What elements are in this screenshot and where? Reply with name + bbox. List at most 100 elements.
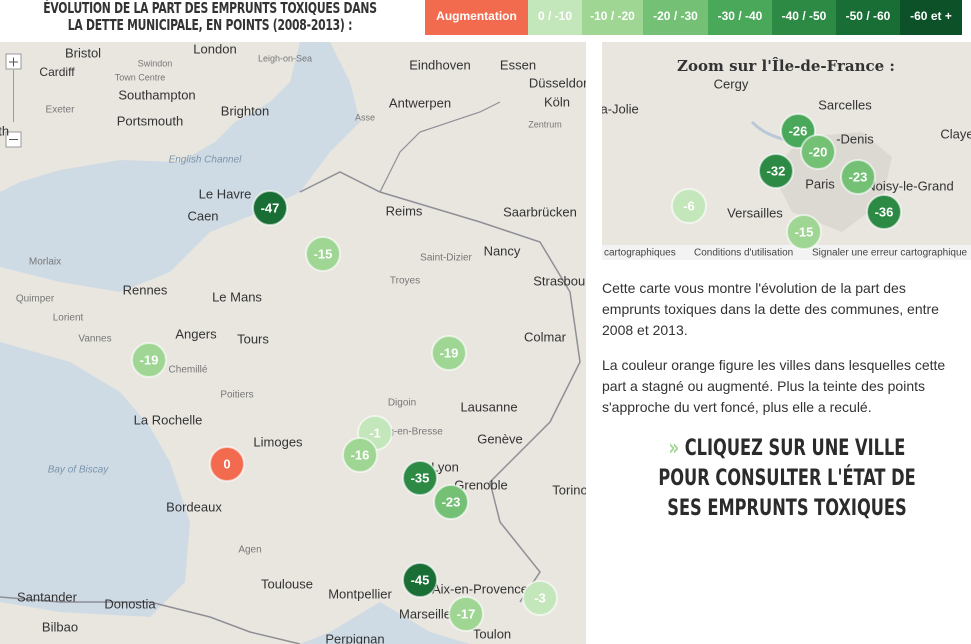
marker-circle[interactable] (305, 236, 341, 272)
city-label: Cardiff (39, 65, 75, 79)
legend-item[interactable]: -30 / -40 (708, 0, 772, 35)
city-marker[interactable]: -19 (431, 335, 467, 371)
city-label: Bilbao (42, 619, 78, 634)
attribution[interactable]: Signaler une erreur cartographique (812, 248, 968, 259)
city-label: Genève (477, 431, 523, 446)
city-label: Perpignan (325, 631, 384, 644)
city-label: Santander (17, 589, 78, 604)
city-label: Sarcelles (818, 97, 872, 112)
city-marker[interactable]: -23 (840, 159, 876, 195)
city-marker[interactable]: -45 (402, 562, 438, 598)
marker-circle[interactable] (866, 194, 902, 230)
city-label: English Channel (169, 155, 243, 166)
inset-map[interactable]: Zoom sur l'Île-de-France : Cergy Sarcelle… (602, 42, 971, 260)
city-label: Angers (175, 326, 217, 341)
city-label: Vannes (78, 334, 111, 345)
legend-item[interactable]: -40 / -50 (772, 0, 836, 35)
legend-item[interactable]: -10 / -20 (582, 0, 643, 35)
attribution-bar (602, 245, 971, 260)
inset-title: Zoom sur l'Île-de-France : (677, 57, 895, 75)
city-label: Bay of Biscay (48, 465, 110, 476)
city-marker[interactable]: -47 (252, 190, 288, 226)
cta-text: CLIQUEZ SUR UNE VILLE POUR CONSULTER L'É… (658, 436, 916, 521)
city-marker[interactable]: -19 (131, 342, 167, 378)
city-label: Brighton (221, 103, 269, 118)
city-label: Le Mans (212, 289, 262, 304)
marker-circle[interactable] (209, 446, 245, 482)
city-marker[interactable]: -6 (671, 188, 707, 224)
legend-item[interactable]: -50 / -60 (836, 0, 900, 35)
marker-circle[interactable] (522, 580, 558, 616)
legend: Augmentation 0 / -10 -10 / -20 -20 / -30 -30… (425, 0, 962, 35)
city-marker[interactable]: -3 (522, 580, 558, 616)
city-label: Morlaix (29, 257, 61, 268)
arrow-icon: » (668, 436, 680, 461)
city-label: Bourg-en-Bresse (367, 427, 443, 438)
marker-circle[interactable] (800, 134, 836, 170)
city-marker[interactable]: -17 (448, 596, 484, 632)
marker-circle[interactable] (431, 335, 467, 371)
marker-label: 0 (223, 457, 230, 472)
city-label: Saint-Dizier (420, 253, 472, 264)
city-label: Paris (805, 176, 835, 191)
marker-circle[interactable] (671, 188, 707, 224)
city-marker[interactable]: -15 (305, 236, 341, 272)
city-marker[interactable]: -15 (786, 214, 822, 250)
marker-circle[interactable] (786, 214, 822, 250)
legend-item[interactable]: Augmentation (425, 0, 528, 35)
marker-circle[interactable] (840, 159, 876, 195)
map[interactable]: Bristol London Leigh-on-Sea Cardiff Town Cen… (0, 42, 586, 644)
marker-label: -32 (767, 164, 786, 179)
city-label: Strasbourg (533, 273, 586, 288)
city-label: -la-Jolie (602, 101, 639, 116)
city-label: La Rochelle (134, 412, 203, 427)
legend-item[interactable]: 0 / -10 (528, 0, 582, 35)
marker-label: -45 (411, 573, 430, 588)
city-label: Zentrum (528, 119, 562, 129)
marker-label: -19 (140, 353, 159, 368)
city-label: Leigh-on-Sea (258, 53, 312, 63)
city-label: Poitiers (220, 390, 253, 401)
city-marker[interactable]: 0 (209, 446, 245, 482)
city-label: Tours (237, 331, 269, 346)
city-marker[interactable]: -23 (433, 484, 469, 520)
legend-item[interactable]: -20 / -30 (643, 0, 708, 35)
city-label: Le Havre (199, 186, 252, 201)
marker-circle[interactable] (131, 342, 167, 378)
city-label: Bristol (65, 45, 101, 60)
marker-circle[interactable] (342, 437, 378, 473)
paragraph: La couleur orange figure les villes dans… (602, 357, 946, 415)
marker-circle[interactable] (252, 190, 288, 226)
marker-circle[interactable] (433, 484, 469, 520)
marker-label: -6 (683, 199, 695, 214)
marker-label: -23 (849, 170, 868, 185)
city-label: Saarbrücken (503, 204, 577, 219)
attribution[interactable]: Conditions d'utilisation (694, 248, 793, 259)
city-label: Southampton (118, 87, 195, 102)
city-label: Aix-en-Provence (432, 581, 528, 596)
city-label: Caen (187, 208, 218, 223)
city-label: Quimper (16, 294, 55, 305)
marker-label: -15 (795, 225, 814, 240)
city-marker[interactable]: -20 (800, 134, 836, 170)
marker-label: -26 (789, 124, 808, 139)
marker-circle[interactable] (402, 562, 438, 598)
city-marker[interactable]: -35 (402, 460, 438, 496)
city-label: Colmar (524, 329, 567, 344)
marker-circle[interactable] (448, 596, 484, 632)
city-marker[interactable]: -32 (758, 153, 794, 189)
city-marker[interactable]: -36 (866, 194, 902, 230)
marker-circle[interactable] (402, 460, 438, 496)
zoom-control[interactable] (5, 53, 22, 148)
city-label: Cergy (714, 76, 749, 91)
city-label: Essen (500, 57, 536, 72)
city-marker[interactable]: -16 (342, 437, 378, 473)
city-label: Claye (940, 126, 971, 141)
city-label: Toulon (473, 626, 511, 641)
city-label: Düsseldorf (529, 75, 586, 90)
city-label: Rennes (123, 282, 168, 297)
marker-label: -35 (411, 471, 430, 486)
legend-item[interactable]: -60 et + (900, 0, 962, 35)
marker-circle[interactable] (758, 153, 794, 189)
city-label: Torino (552, 482, 586, 497)
